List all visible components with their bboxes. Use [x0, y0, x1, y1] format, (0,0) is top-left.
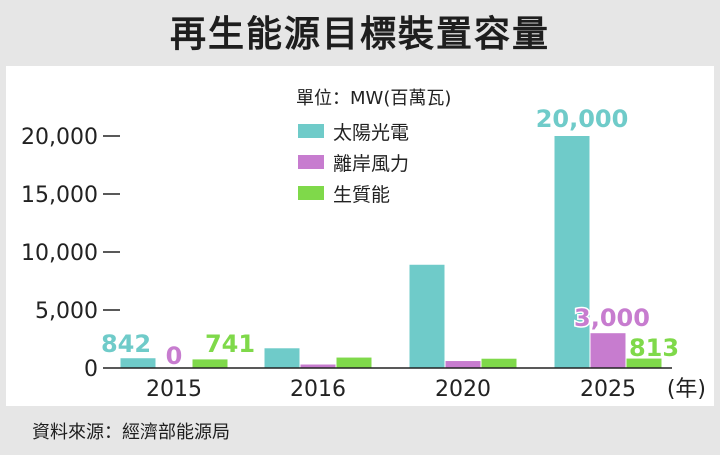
bar-solar: [120, 358, 156, 368]
bar-biomass: [336, 357, 372, 368]
bar-biomass: [626, 358, 662, 368]
title-bar: 再生能源目標裝置容量: [0, 0, 720, 62]
unit-label: 單位：MW(百萬瓦): [296, 88, 451, 109]
data-label: 741: [205, 330, 255, 358]
bar-biomass: [481, 358, 517, 368]
legend-swatch: [298, 155, 324, 169]
x-tick-label: 2025: [580, 377, 636, 402]
bar-solar: [409, 264, 445, 368]
y-tick-label: 20,000: [21, 125, 98, 150]
bar-wind: [445, 361, 481, 368]
data-label: 3,000: [574, 304, 650, 332]
x-tick-label: 2015: [146, 377, 202, 402]
source-note: 資料來源：經濟部能源局: [32, 422, 230, 443]
legend-swatch: [298, 186, 324, 200]
y-tick-label: 15,000: [21, 183, 98, 208]
legend-swatch: [298, 124, 324, 138]
bar-solar: [264, 348, 300, 368]
data-label: 842: [101, 330, 151, 358]
legend-label: 生質能: [333, 184, 390, 206]
bar-wind: [300, 364, 336, 368]
x-unit-label: (年): [667, 377, 706, 402]
x-tick-label: 2020: [435, 377, 491, 402]
bar-wind: [590, 333, 626, 368]
chart-title: 再生能源目標裝置容量: [169, 14, 550, 55]
data-label: 0: [166, 342, 183, 370]
x-tick-label: 2016: [290, 377, 346, 402]
y-tick-label: 5,000: [35, 299, 98, 324]
data-label: 813: [629, 334, 679, 362]
y-tick-label: 0: [84, 357, 98, 382]
bar-solar: [554, 136, 590, 368]
legend-label: 太陽光電: [333, 122, 409, 144]
y-tick-label: 10,000: [21, 241, 98, 266]
legend-label: 離岸風力: [333, 153, 409, 175]
bar-biomass: [192, 359, 228, 368]
data-label: 20,000: [536, 105, 629, 133]
